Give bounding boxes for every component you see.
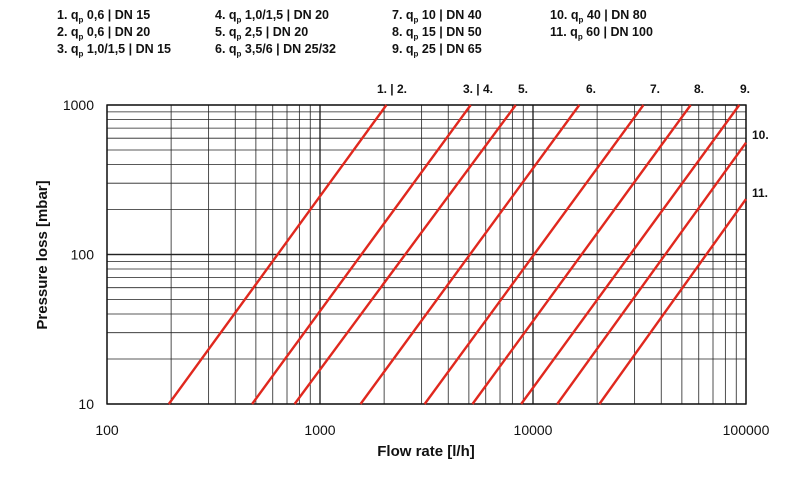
x-tick-label: 10000: [514, 422, 553, 438]
x-tick-label: 1000: [304, 422, 335, 438]
series-line: [471, 104, 692, 405]
series-line: [359, 104, 581, 405]
curve-label: 8.: [694, 82, 704, 96]
series-line: [423, 104, 645, 405]
series-line: [598, 198, 747, 405]
legend-item: 11. qp 60 | DN 100: [550, 25, 653, 42]
series-line: [293, 104, 517, 405]
series-line: [167, 104, 388, 405]
series-line: [520, 104, 741, 405]
y-axis-title: Pressure loss [mbar]: [34, 180, 51, 329]
legend-item: 4. qp 1,0/1,5 | DN 20: [215, 8, 330, 25]
curve-label: 7.: [650, 82, 660, 96]
y-tick-labels: 10 100 1000: [63, 97, 94, 412]
x-tick-label: 100000: [723, 422, 770, 438]
y-tick-label: 10: [78, 396, 94, 412]
legend-item: 1. qp 0,6 | DN 15: [57, 8, 151, 25]
legend-item: 8. qp 15 | DN 50: [392, 25, 482, 42]
curve-label: 9.: [740, 82, 750, 96]
x-axis-title: Flow rate [l/h]: [377, 443, 475, 460]
legend-item: 3. qp 1,0/1,5 | DN 15: [57, 42, 172, 59]
plot-frame: [106, 104, 747, 405]
y-tick-label: 1000: [63, 97, 94, 113]
curve-label: 1. | 2.: [377, 82, 407, 96]
curve-labels: 1. | 2. 3. | 4. 5. 6. 7. 8. 9. 10. 11.: [377, 82, 769, 200]
curve-label: 6.: [586, 82, 596, 96]
legend-item: 10. qp 40 | DN 80: [550, 8, 647, 25]
series-line: [251, 104, 472, 405]
legend-item: 9. qp 25 | DN 65: [392, 42, 482, 59]
curve-label: 5.: [518, 82, 528, 96]
legend-item: 5. qp 2,5 | DN 20: [215, 25, 309, 42]
x-tick-labels: 100 1000 10000 100000: [95, 422, 769, 438]
curve-label: 3. | 4.: [463, 82, 493, 96]
legend-item: 2. qp 0,6 | DN 20: [57, 25, 151, 42]
legend-item: 7. qp 10 | DN 40: [392, 8, 482, 25]
series-line: [556, 141, 747, 405]
curves: [167, 104, 747, 405]
curve-label: 11.: [752, 186, 768, 200]
x-tick-label: 100: [95, 422, 119, 438]
legend: 1. qp 0,6 | DN 15 2. qp 0,6 | DN 20 3. qp …: [0, 8, 800, 68]
y-tick-label: 100: [71, 247, 95, 263]
curve-label: 10.: [752, 128, 769, 142]
legend-item: 6. qp 3,5/6 | DN 25/32: [215, 42, 336, 59]
